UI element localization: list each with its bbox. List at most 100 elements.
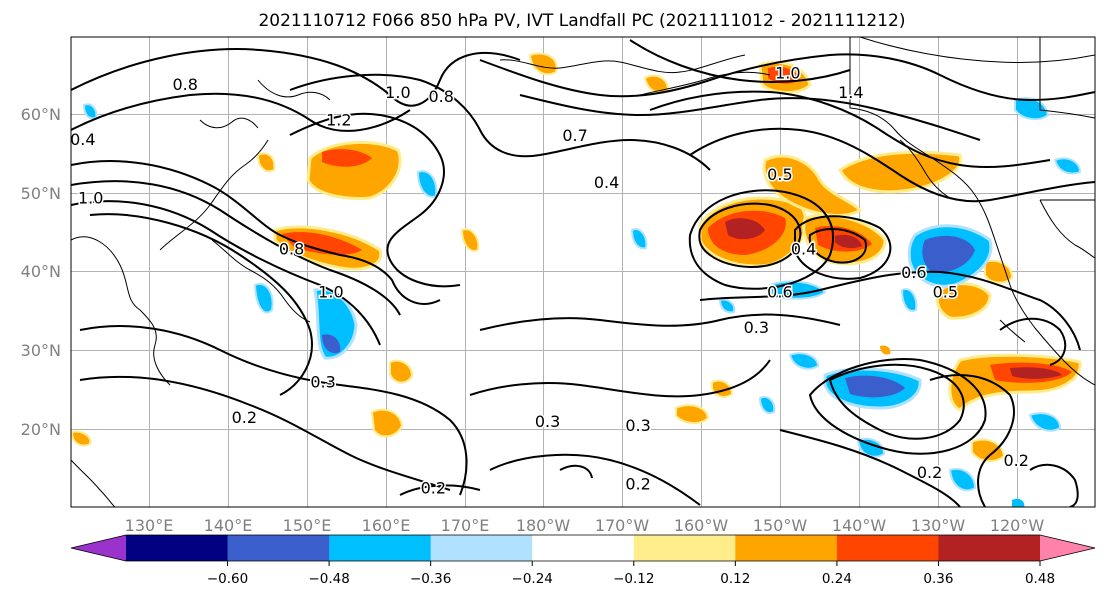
shading-patch xyxy=(71,430,92,447)
shading-patch xyxy=(762,154,863,217)
shading-patch xyxy=(856,437,886,458)
lon-label: 170°E xyxy=(441,516,490,535)
lon-label: 150°W xyxy=(753,516,808,535)
colorbar-segment xyxy=(329,535,432,561)
coastline xyxy=(199,117,259,129)
lat-label: 40°N xyxy=(21,262,61,281)
coastline xyxy=(1039,199,1095,259)
shading-patch xyxy=(256,152,276,173)
shading-patch xyxy=(1012,498,1025,507)
contour-line xyxy=(479,53,1095,102)
contour-line xyxy=(71,48,521,107)
shading-patch xyxy=(838,150,963,194)
shading-patch xyxy=(935,282,992,320)
shading-patch xyxy=(768,66,800,84)
contour-line xyxy=(649,90,1051,169)
contour-line xyxy=(688,189,834,290)
contour-label: 1.0 xyxy=(78,189,103,208)
colorbar-tick-label: −0.24 xyxy=(512,571,553,587)
contour-label: 0.2 xyxy=(421,478,446,497)
lon-label: 130°E xyxy=(125,516,174,535)
contour-label: 1.0 xyxy=(385,83,410,102)
colorbar-segment xyxy=(227,535,330,561)
colorbar-segment xyxy=(430,535,533,561)
contour-label: 0.3 xyxy=(310,373,335,392)
lon-label: 150°E xyxy=(283,516,332,535)
contour-line xyxy=(698,202,802,268)
coastline xyxy=(257,79,331,101)
colorbar-ticks: −0.60 −0.48 −0.36 −0.24 −0.12 0.12 0.24 0.36 0.4… xyxy=(207,561,1055,587)
negative-shading xyxy=(82,97,1082,507)
contour-label: 0.5 xyxy=(933,283,958,302)
contour-line xyxy=(779,429,961,507)
colorbar-segment xyxy=(633,535,736,561)
contour-line xyxy=(71,92,411,132)
contour-label: 0.3 xyxy=(744,318,769,337)
longitude-labels: 130°E 140°E 150°E 160°E 170°E 180°W 170°… xyxy=(125,516,1045,535)
contour-line xyxy=(79,375,451,491)
coastline xyxy=(849,37,1095,386)
contour-line xyxy=(929,374,1015,507)
shading-patch xyxy=(845,375,905,398)
contour-label: 0.2 xyxy=(625,475,650,494)
shading-patch xyxy=(1028,412,1062,432)
contour-line xyxy=(489,453,701,506)
contour-label: 0.3 xyxy=(625,416,650,435)
colorbar-tick-label: −0.60 xyxy=(207,571,248,587)
coastline xyxy=(71,459,116,507)
shading-patch xyxy=(675,404,710,424)
lon-label: 170°W xyxy=(595,516,650,535)
contour-label: 0.8 xyxy=(428,87,453,106)
coastline xyxy=(859,37,1095,64)
contour-label: 1.0 xyxy=(318,283,343,302)
contour-labels: 1.0 0.8 0.8 1.2 0.7 1.0 1.4 0.4 0.5 0.4 0.6 0.8 1.0 0… xyxy=(71,62,1030,499)
contour-line xyxy=(289,112,461,288)
colorbar-outline xyxy=(70,534,1096,562)
lon-label: 120°W xyxy=(990,516,1045,535)
colorbar-segment xyxy=(938,535,1041,561)
contour-label: 0.4 xyxy=(594,173,619,192)
contour-line xyxy=(828,363,965,440)
contour-label: 0.8 xyxy=(172,75,197,94)
contour-line xyxy=(808,228,867,264)
coastlines xyxy=(71,37,1095,507)
contour-label: 0.5 xyxy=(767,165,792,184)
contour-label: 0.4 xyxy=(791,240,816,259)
shading-patch xyxy=(984,259,1014,284)
contour-label: 0.7 xyxy=(562,126,587,145)
coastline xyxy=(899,139,951,199)
latitude-labels: 60°N 50°N 40°N 30°N 20°N xyxy=(21,105,61,439)
lat-label: 50°N xyxy=(21,184,61,203)
contour-line xyxy=(629,39,851,83)
shading-patch xyxy=(282,231,362,255)
shading-patch xyxy=(880,345,891,355)
coastline xyxy=(999,319,1026,343)
contour-line xyxy=(71,180,401,316)
shading-patch xyxy=(528,52,558,76)
contour-line xyxy=(699,270,1081,351)
lon-label: 160°W xyxy=(674,516,729,535)
coastline xyxy=(159,139,269,251)
contour-line xyxy=(89,213,313,396)
lat-label: 30°N xyxy=(21,341,61,360)
shading-patch xyxy=(971,438,1006,462)
contour-label: 0.6 xyxy=(901,263,926,282)
contour-line xyxy=(559,464,593,479)
coastline xyxy=(639,71,771,96)
contour-label: 0.3 xyxy=(535,412,560,431)
lat-label: 20°N xyxy=(21,420,61,439)
contour-label: 1.2 xyxy=(326,110,351,129)
colorbar-tick-label: −0.48 xyxy=(308,571,349,587)
colorbar-tick-label: −0.36 xyxy=(410,571,451,587)
contour-line xyxy=(71,200,381,346)
shading-patch xyxy=(322,334,341,354)
shading-patch xyxy=(1053,157,1082,175)
colorbar: −0.60 −0.48 −0.36 −0.24 −0.12 0.12 0.24 0.36 0.4… xyxy=(70,534,1096,587)
colorbar-segment xyxy=(126,535,229,561)
coastline xyxy=(211,239,311,323)
coastline xyxy=(1039,37,1095,119)
contour-line xyxy=(399,484,481,496)
colorbar-segment xyxy=(532,535,635,561)
contour-line xyxy=(794,215,892,280)
